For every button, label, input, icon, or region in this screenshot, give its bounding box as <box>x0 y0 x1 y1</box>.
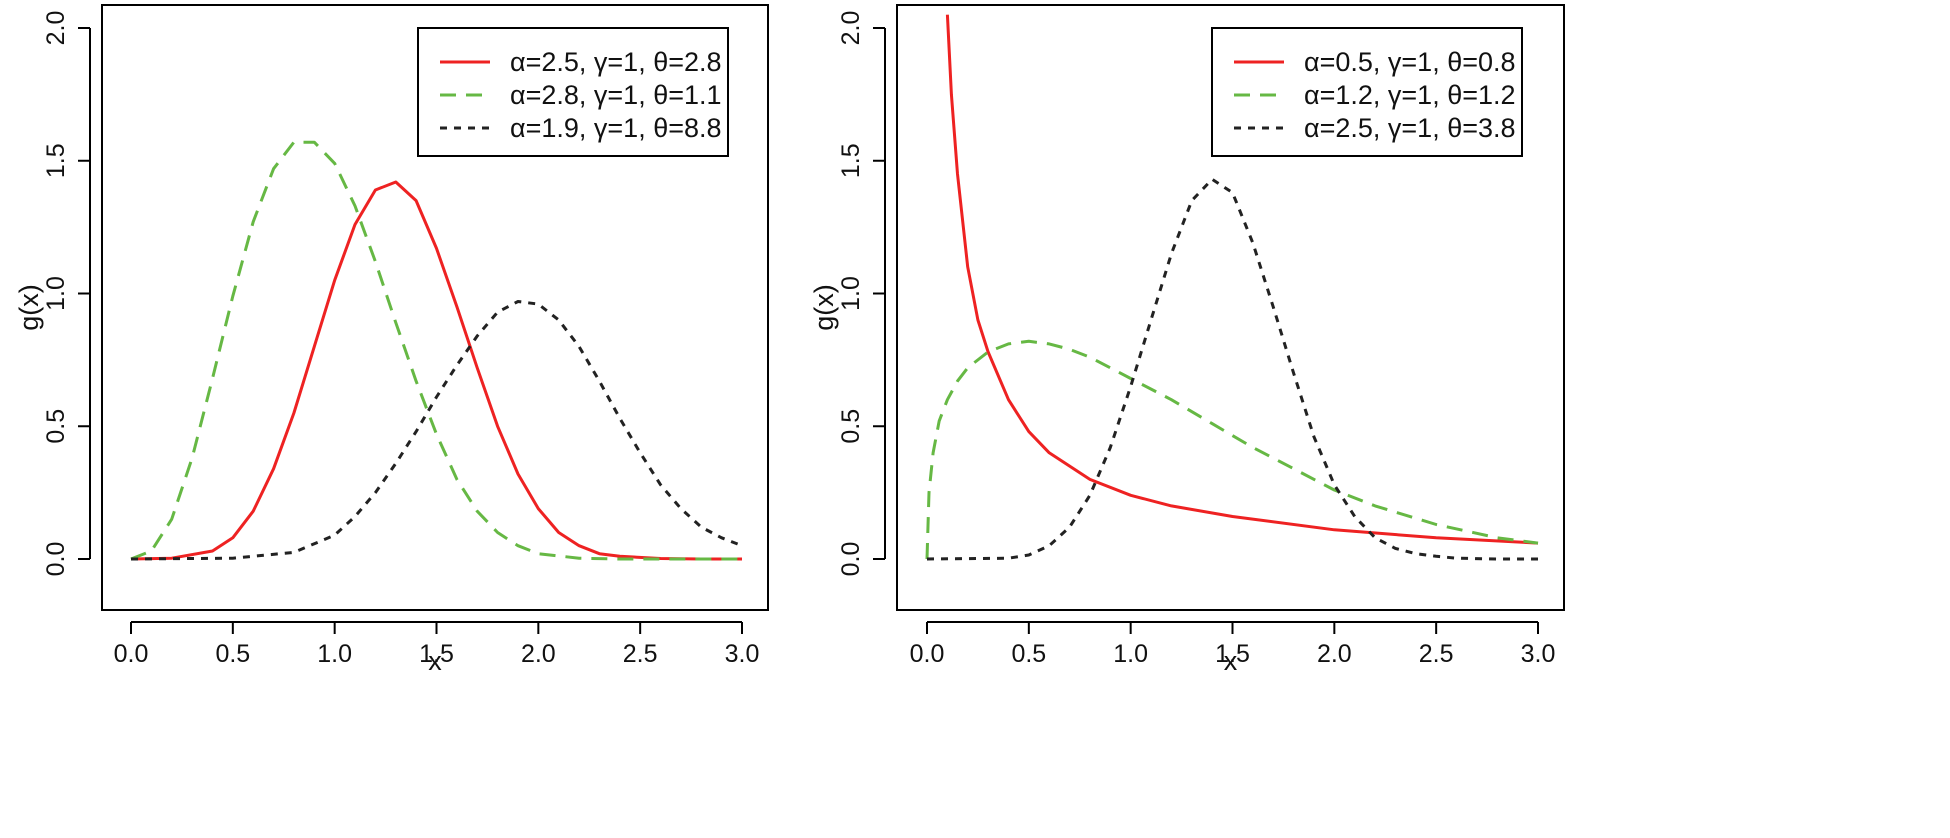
x-tick-label: 1.0 <box>1113 640 1148 668</box>
y-tick-label: 0.5 <box>42 409 70 444</box>
x-tick-label: 0.5 <box>1011 640 1046 668</box>
series-line <box>945 14 1539 545</box>
x-axis-title: x <box>1224 646 1238 676</box>
legend-label: α=2.5, γ=1, θ=3.8 <box>1304 113 1516 143</box>
y-axis-title: g(x) <box>809 284 839 331</box>
legend-label: α=1.2, γ=1, θ=1.2 <box>1304 80 1516 110</box>
x-tick-label: 2.5 <box>1419 640 1454 668</box>
x-tick-label: 3.0 <box>1521 640 1556 668</box>
y-tick-label: 1.5 <box>42 143 70 178</box>
y-tick-label: 1.0 <box>837 276 865 311</box>
y-axis-title: g(x) <box>14 284 44 331</box>
series-line <box>926 177 1538 561</box>
x-tick-label: 0.5 <box>215 640 250 668</box>
series-line <box>130 140 742 561</box>
legend-box <box>417 27 729 157</box>
right-panel: 0.0 0.5 1.0 1.5 2.0 2.5 3.0 0.0 0.5 1.0 1.5 2.0 x g(x… <box>809 4 1565 676</box>
x-tick-label: 2.0 <box>1317 640 1352 668</box>
x-tick-label: 1.0 <box>317 640 352 668</box>
legend-label: α=2.5, γ=1, θ=2.8 <box>510 47 722 77</box>
x-tick-label: 1.5 <box>419 640 454 668</box>
series-group <box>925 14 1539 561</box>
series-group <box>130 140 743 561</box>
legend-label: α=1.9, γ=1, θ=8.8 <box>510 113 722 143</box>
legend-box <box>1211 27 1523 157</box>
y-tick-label: 2.0 <box>837 11 865 46</box>
y-tick-label: 0.0 <box>837 542 865 577</box>
x-tick-label: 2.5 <box>623 640 658 668</box>
left-panel: 0.0 0.5 1.0 1.5 2.0 2.5 3.0 0.0 0.5 1.0 1.5 2.0 x g(x… <box>14 4 769 676</box>
legend-label: α=0.5, γ=1, θ=0.8 <box>1304 47 1516 77</box>
y-tick-label: 1.0 <box>42 276 70 311</box>
x-tick-label: 1.5 <box>1215 640 1250 668</box>
plot-frame <box>896 4 1565 611</box>
x-tick-label: 2.0 <box>521 640 556 668</box>
plot-frame <box>101 4 769 611</box>
x-tick-label: 0.0 <box>910 640 945 668</box>
y-tick-label: 2.0 <box>42 11 70 46</box>
y-tick-label: 0.5 <box>837 409 865 444</box>
x-tick-label: 3.0 <box>725 640 760 668</box>
legend-label: α=2.8, γ=1, θ=1.1 <box>510 80 722 110</box>
series-line <box>130 300 743 561</box>
x-axis-title: x <box>428 646 442 676</box>
series-line <box>130 180 742 561</box>
x-tick-label: 0.0 <box>114 640 149 668</box>
y-tick-label: 0.0 <box>42 542 70 577</box>
series-line <box>925 339 1539 560</box>
y-tick-label: 1.5 <box>837 143 865 178</box>
